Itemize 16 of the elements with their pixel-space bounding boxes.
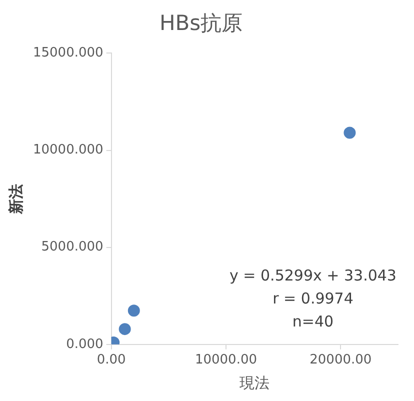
y-tick-label: 5000.000 <box>41 240 104 255</box>
annotation: r = 0.9974 <box>272 289 354 308</box>
x-tick-label: 10000.00 <box>194 352 257 368</box>
y-tick-label: 0.000 <box>66 336 104 352</box>
y-axis-title: 新法 <box>6 184 25 215</box>
y-tick-label: 10000.000 <box>32 142 104 158</box>
x-tick-label: 0.00 <box>96 352 126 368</box>
x-tick-label: 20000.00 <box>310 352 372 368</box>
y-tick-label: 15000.000 <box>32 46 104 61</box>
x-axis-title: 現法 <box>240 374 270 392</box>
annotation: n=40 <box>292 312 334 330</box>
annotation: y = 0.5299x + 33.043 <box>230 266 396 284</box>
point <box>344 126 356 139</box>
point <box>128 304 140 317</box>
chart-title: HBs抗原 <box>159 11 243 36</box>
point <box>118 323 131 336</box>
